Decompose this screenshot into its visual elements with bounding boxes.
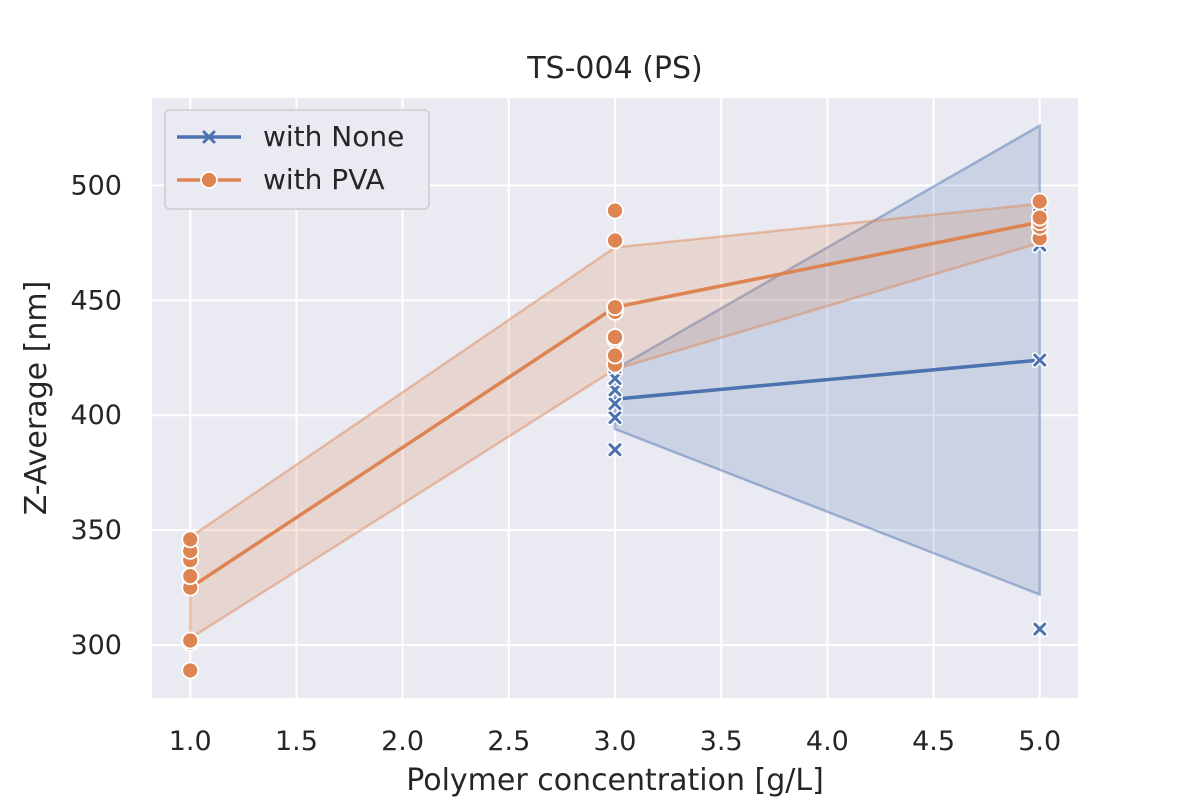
x-tick-label: 2.5 xyxy=(487,726,530,757)
data-point-series-1 xyxy=(606,201,624,220)
data-point-series-0 xyxy=(607,409,623,426)
x-tick-label: 5.0 xyxy=(1018,726,1061,757)
y-axis-ticks: 300 350 400 450 500 xyxy=(70,170,122,661)
data-point-series-1 xyxy=(181,661,200,680)
data-point-series-0 xyxy=(607,370,623,387)
chart-title: TS-004 (PS) xyxy=(526,51,703,86)
legend-marker-with-pva xyxy=(200,171,218,189)
x-tick-label: 3.0 xyxy=(594,726,637,757)
data-point-series-1 xyxy=(606,298,624,317)
data-point-series-0 xyxy=(1031,352,1048,369)
data-point-series-1 xyxy=(181,530,200,549)
x-tick-label: 3.5 xyxy=(700,726,743,757)
x-tick-label: 1.5 xyxy=(275,726,318,757)
y-tick-label: 400 xyxy=(70,400,122,431)
data-point-series-1 xyxy=(181,631,200,650)
data-point-series-0 xyxy=(607,395,623,412)
x-tick-label: 4.5 xyxy=(912,726,955,757)
data-point-series-1 xyxy=(606,231,624,250)
x-tick-label: 2.0 xyxy=(381,726,424,757)
y-tick-label: 500 xyxy=(70,170,122,201)
x-tick-label: 1.0 xyxy=(169,726,212,757)
legend-item-with-pva: with PVA xyxy=(177,163,385,196)
y-tick-label: 450 xyxy=(70,285,122,316)
data-point-series-0 xyxy=(1031,621,1048,638)
legend-label-with-pva: with PVA xyxy=(263,163,385,196)
data-points xyxy=(181,192,1049,680)
data-point-series-1 xyxy=(606,328,624,346)
legend-frame xyxy=(164,109,430,210)
data-point-series-1 xyxy=(1030,208,1049,227)
data-point-series-0 xyxy=(607,441,623,458)
x-axis-ticks: 1.0 1.5 2.0 2.5 3.0 3.5 4.0 4.5 5.0 xyxy=(169,726,1061,757)
legend-label-with-none: with None xyxy=(263,120,404,153)
legend: with None with PVA xyxy=(164,109,430,210)
x-tick-label: 4.0 xyxy=(806,726,849,757)
data-point-series-1 xyxy=(181,567,200,586)
legend-marker-with-none xyxy=(202,130,216,144)
data-point-series-1 xyxy=(606,346,624,365)
data-point-series-0 xyxy=(607,381,623,398)
series-line-0 xyxy=(613,358,1042,401)
y-tick-label: 300 xyxy=(70,630,122,661)
y-tick-label: 350 xyxy=(70,515,122,546)
legend-item-with-none: with None xyxy=(177,120,404,153)
x-axis-title: Polymer concentration [g/L] xyxy=(406,763,824,798)
y-axis-title: Z-Average [nm] xyxy=(19,281,54,516)
data-point-series-1 xyxy=(1030,192,1049,211)
